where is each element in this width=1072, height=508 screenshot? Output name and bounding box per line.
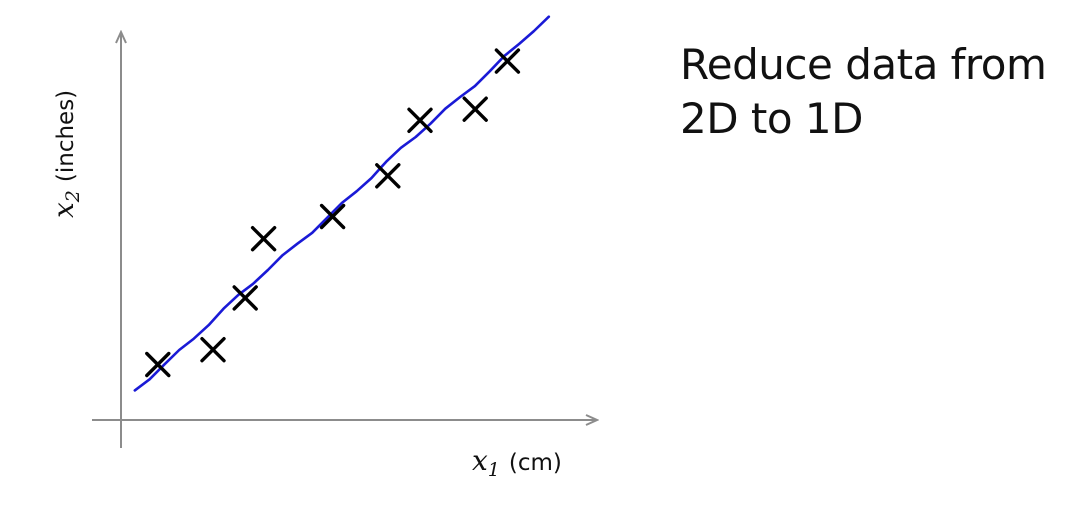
heading-line-1: Reduce data from — [680, 40, 1047, 89]
data-point-1 — [145, 351, 171, 378]
data-point-9 — [494, 48, 521, 74]
data-point-7 — [407, 107, 433, 134]
y-axis-label: x2 (inches) — [47, 90, 84, 218]
y-axis-symbol: x — [47, 202, 80, 218]
heading-line-2: 2D to 1D — [680, 94, 864, 143]
data-point-6 — [375, 163, 401, 189]
y-axis-unit: (inches) — [53, 90, 79, 182]
x-axis-unit: (cm) — [509, 450, 562, 476]
y-axis-subscript: 2 — [62, 190, 84, 203]
data-point-3 — [232, 285, 258, 311]
data-points — [145, 48, 521, 378]
x-axis-subscript: 1 — [488, 459, 500, 481]
data-point-2 — [200, 337, 226, 363]
projection-line — [133, 15, 551, 392]
data-point-4 — [250, 225, 277, 252]
slide-heading: Reduce data from 2D to 1D — [680, 38, 1065, 146]
scatter-plot: x1 (cm) x2(inches) — [47, 15, 660, 481]
data-point-5 — [319, 203, 346, 230]
x-axis-label: x1 (cm) — [472, 444, 562, 481]
data-point-8 — [462, 96, 488, 122]
x-axis-symbol: x — [472, 444, 488, 477]
